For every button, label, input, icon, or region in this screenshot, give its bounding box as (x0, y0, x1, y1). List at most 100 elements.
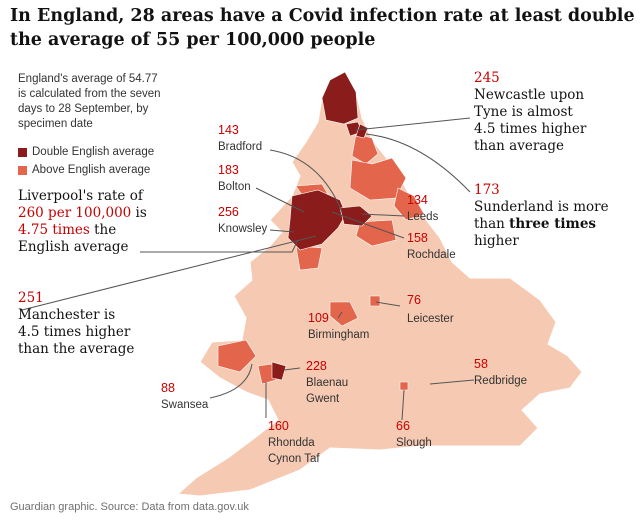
region-name-rochdale: Rochdale (407, 249, 456, 261)
area-greater-manchester (287, 189, 347, 251)
legend: Double English average Above English ave… (18, 143, 154, 179)
callout-manchester-line1: Manchester is (18, 307, 116, 323)
leader-knowsley (269, 229, 295, 233)
leader-sunderland (365, 133, 471, 193)
leader-birmingham (337, 311, 343, 319)
callout-liverpool-line3: 4.75 times the (18, 222, 168, 239)
region-value-rhondda: 160 (268, 419, 289, 433)
callout-newcastle-line1: Newcastle upon (474, 87, 585, 103)
region-name-leicester: Leicester (407, 313, 454, 325)
callout-manchester-line2: 4.5 times higher (18, 324, 131, 340)
area-swansea (217, 339, 257, 373)
callout-liverpool-line1: Liverpool's rate of (18, 188, 143, 204)
region-value-leicester: 76 (407, 293, 421, 307)
area-leeds-bradford (339, 205, 373, 227)
callout-liverpool-times: 4.75 times (18, 222, 90, 238)
region-value-redbridge: 58 (474, 357, 488, 371)
leader-swansea (209, 363, 253, 399)
area-north-east (351, 133, 379, 165)
region-name-birmingham: Birmingham (308, 329, 369, 341)
area-birmingham (329, 301, 359, 327)
area-east-riding (393, 187, 425, 221)
callout-sunderland-line1: Sunderland is more (474, 199, 609, 215)
chart-title: In England, 28 areas have a Covid infect… (10, 4, 635, 52)
double-average-areas (271, 71, 373, 381)
area-northumberland (321, 71, 359, 125)
legend-item-above: Above English average (18, 161, 154, 179)
title-line-1: In England, 28 areas have a Covid infect… (10, 6, 635, 26)
callout-liverpool-rate: 260 per 100,000 (18, 205, 132, 221)
callout-liverpool-line3b: the (89, 222, 117, 238)
leader-slough (401, 389, 405, 421)
leader-newcastle (355, 117, 471, 131)
leader-bradford (269, 149, 343, 213)
area-rhondda (257, 363, 277, 385)
source-credit: Guardian graphic. Source: Data from data… (10, 501, 249, 513)
region-name-swansea: Swansea (161, 399, 209, 411)
callout-liverpool: Liverpool's rate of 260 per 100,000 is 4… (18, 188, 168, 256)
area-south-yorkshire (355, 219, 397, 247)
region-value-bolton: 183 (218, 163, 239, 177)
callout-liverpool-line4: English average (18, 239, 129, 255)
area-cheshire (295, 245, 323, 271)
leader-manchester (21, 235, 317, 311)
callout-manchester-value: 251 (18, 290, 44, 306)
callout-sunderland: 173 Sunderland is more than three times … (474, 182, 624, 250)
area-blaenau-gwent (271, 361, 287, 381)
leader-redbridge (429, 379, 475, 385)
callout-sunderland-emphasis: three times (509, 216, 597, 232)
area-leicester (369, 295, 381, 307)
legend-item-double: Double English average (18, 143, 154, 161)
note-line-3: days to 28 September, by (18, 103, 149, 115)
callout-liverpool-line2b: is (131, 205, 147, 221)
leader-leeds (361, 213, 405, 217)
region-name-cynon-taf: Cynon Taf (268, 453, 320, 465)
callout-newcastle-line3: 4.5 times higher (474, 121, 587, 137)
region-name-blaenau: Blaenau (306, 377, 348, 389)
region-name-knowsley: Knowsley (218, 223, 267, 235)
region-value-rochdale: 158 (407, 231, 428, 245)
callout-sunderland-line2a: than (474, 216, 510, 232)
region-value-birmingham: 109 (308, 311, 329, 325)
callout-newcastle-value: 245 (474, 70, 500, 86)
region-name-bradford: Bradford (218, 141, 262, 153)
callout-manchester-line3: than the average (18, 341, 135, 357)
note-line-2: is calculated from the seven (18, 88, 161, 100)
leader-leicester (375, 301, 401, 307)
region-value-knowsley: 256 (218, 205, 239, 219)
callout-newcastle: 245 Newcastle upon Tyne is almost 4.5 ti… (474, 70, 624, 155)
leader-blaenau (283, 367, 301, 371)
region-name-bolton: Bolton (218, 181, 251, 193)
region-name-rhondda: Rhondda (268, 437, 315, 449)
callout-sunderland-value: 173 (474, 182, 500, 198)
region-name-gwent: Gwent (306, 393, 340, 405)
region-value-bradford: 143 (218, 123, 239, 137)
callout-manchester: 251 Manchester is 4.5 times higher than … (18, 290, 168, 358)
methodology-note: England's average of 54.77 is calculated… (18, 72, 178, 132)
region-value-blaenau-gwent: 228 (306, 359, 327, 373)
region-value-leeds: 134 (407, 193, 428, 207)
callout-sunderland-line3: higher (474, 233, 519, 249)
callout-newcastle-line2: Tyne is almost (474, 104, 573, 120)
region-name-slough: Slough (396, 437, 432, 449)
note-line-1: England's average of 54.77 (18, 73, 158, 85)
leader-rochdale (331, 211, 405, 239)
legend-label-double: Double English average (32, 146, 155, 158)
legend-swatch-double (18, 147, 27, 157)
landmass (176, 71, 583, 497)
callout-liverpool-line2: 260 per 100,000 is (18, 205, 168, 222)
title-line-2: the average of 55 per 100,000 people (10, 30, 376, 50)
legend-label-above: Above English average (32, 164, 151, 176)
region-name-leeds: Leeds (407, 211, 439, 223)
callout-sunderland-line2: than three times (474, 216, 624, 233)
area-sunderland (355, 123, 369, 139)
callout-newcastle-line4: than average (474, 138, 564, 154)
region-value-slough: 66 (396, 419, 410, 433)
area-slough (399, 381, 409, 391)
leader-lines (21, 117, 475, 421)
region-name-redbridge: Redbridge (474, 375, 527, 387)
area-north-yorkshire (349, 157, 407, 201)
leader-bolton (255, 187, 305, 213)
legend-swatch-above (18, 165, 27, 175)
